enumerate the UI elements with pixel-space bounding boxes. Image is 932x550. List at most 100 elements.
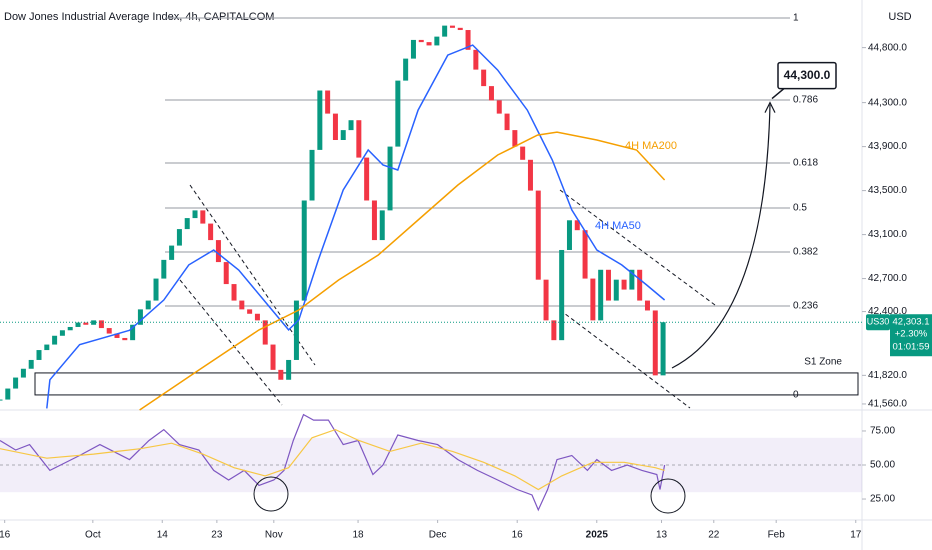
candle	[574, 220, 580, 231]
projection-arrow	[671, 104, 771, 369]
candle	[629, 269, 635, 290]
fib-label: 0.382	[793, 247, 818, 258]
candle	[278, 369, 284, 380]
x-tick-label: Oct	[85, 530, 101, 541]
candle	[481, 69, 487, 87]
candle	[582, 230, 588, 279]
rsi-tick-label: 50.00	[870, 460, 895, 471]
zone-label: S1 Zone	[804, 357, 842, 368]
candle	[449, 25, 455, 28]
candle	[239, 300, 245, 310]
candle	[75, 322, 81, 327]
rsi-tick-label: 75.00	[870, 426, 895, 437]
candle	[488, 86, 494, 101]
candle	[457, 27, 463, 31]
candle	[512, 130, 518, 147]
moving-average	[46, 44, 666, 409]
y-tick-label: 41,560.0	[868, 399, 907, 410]
candle	[106, 328, 112, 334]
rsi-line	[0, 428, 665, 491]
candle	[36, 350, 42, 360]
candle	[637, 269, 643, 301]
candle	[28, 359, 34, 369]
highlight-circle	[253, 476, 289, 512]
candle	[356, 120, 362, 158]
y-tick-label: 41,820.0	[868, 370, 907, 381]
fib-label: 1	[793, 13, 799, 24]
candle	[5, 388, 11, 400]
rsi-tick-label: 25.00	[870, 494, 895, 505]
candle	[130, 324, 136, 341]
y-tick-label: 42,700.0	[868, 273, 907, 284]
symbol-tag	[866, 314, 890, 331]
target-box	[777, 61, 837, 90]
x-tick-label: 16	[512, 530, 524, 541]
x-tick-label: Nov	[265, 530, 283, 541]
fib-label: 0.5	[793, 203, 807, 214]
candle	[0, 399, 3, 401]
candle	[395, 80, 401, 147]
candle	[535, 190, 541, 280]
y-tick-label: 44,300.0	[868, 97, 907, 108]
x-tick-label: 2025	[586, 530, 609, 541]
candle	[176, 229, 182, 246]
candle	[153, 278, 159, 301]
target-pointer	[771, 88, 785, 100]
ma-label: 4H MA50	[595, 220, 641, 232]
x-tick-label: 17	[850, 530, 862, 541]
change-label: +2.30%	[895, 329, 928, 340]
candle	[137, 309, 143, 325]
highlight-circle	[650, 478, 686, 514]
candle	[200, 210, 206, 224]
x-tick-label: Feb	[768, 530, 786, 541]
ma-label: 4H MA200	[625, 140, 677, 152]
candle	[169, 245, 175, 260]
candle	[520, 146, 526, 160]
candle	[340, 130, 346, 141]
candle	[114, 333, 120, 338]
y-tick-label: 43,500.0	[868, 185, 907, 196]
candle	[566, 220, 572, 250]
y-tick-label: 43,900.0	[868, 141, 907, 152]
x-tick-label: 13	[656, 530, 668, 541]
candle	[223, 262, 229, 285]
fib-label: 0.618	[793, 158, 818, 169]
candle	[371, 200, 377, 241]
candle	[67, 326, 73, 331]
candle	[98, 320, 104, 329]
candle	[379, 210, 385, 241]
channel-line	[179, 279, 283, 406]
candle	[504, 113, 510, 131]
candle	[83, 322, 89, 325]
candle	[231, 284, 237, 301]
x-tick-label: 18	[352, 530, 364, 541]
candle	[660, 322, 666, 376]
price-tag	[890, 314, 932, 357]
candle	[496, 100, 502, 114]
candle	[52, 335, 58, 345]
candle	[434, 36, 440, 46]
moving-average	[139, 131, 666, 411]
candle	[442, 25, 448, 37]
candle	[364, 157, 370, 201]
candle	[301, 200, 307, 301]
candle	[13, 377, 19, 389]
candle	[426, 42, 432, 46]
x-tick-label: Dec	[429, 530, 447, 541]
candle	[286, 359, 292, 380]
chart-title: Dow Jones Industrial Average Index, 4h, …	[4, 11, 274, 23]
candle	[652, 310, 658, 376]
candle	[465, 30, 471, 50]
fib-label: 0.236	[793, 301, 818, 312]
candle	[161, 259, 167, 279]
arrow-head	[764, 101, 776, 113]
candle	[325, 90, 331, 114]
candle	[262, 320, 268, 345]
price-label: 42,303.1	[893, 317, 930, 328]
x-tick-label: 23	[211, 530, 223, 541]
candle	[410, 39, 416, 59]
x-tick-label: 14	[157, 530, 169, 541]
candle	[332, 113, 338, 141]
symbol-label: US30	[867, 317, 890, 327]
